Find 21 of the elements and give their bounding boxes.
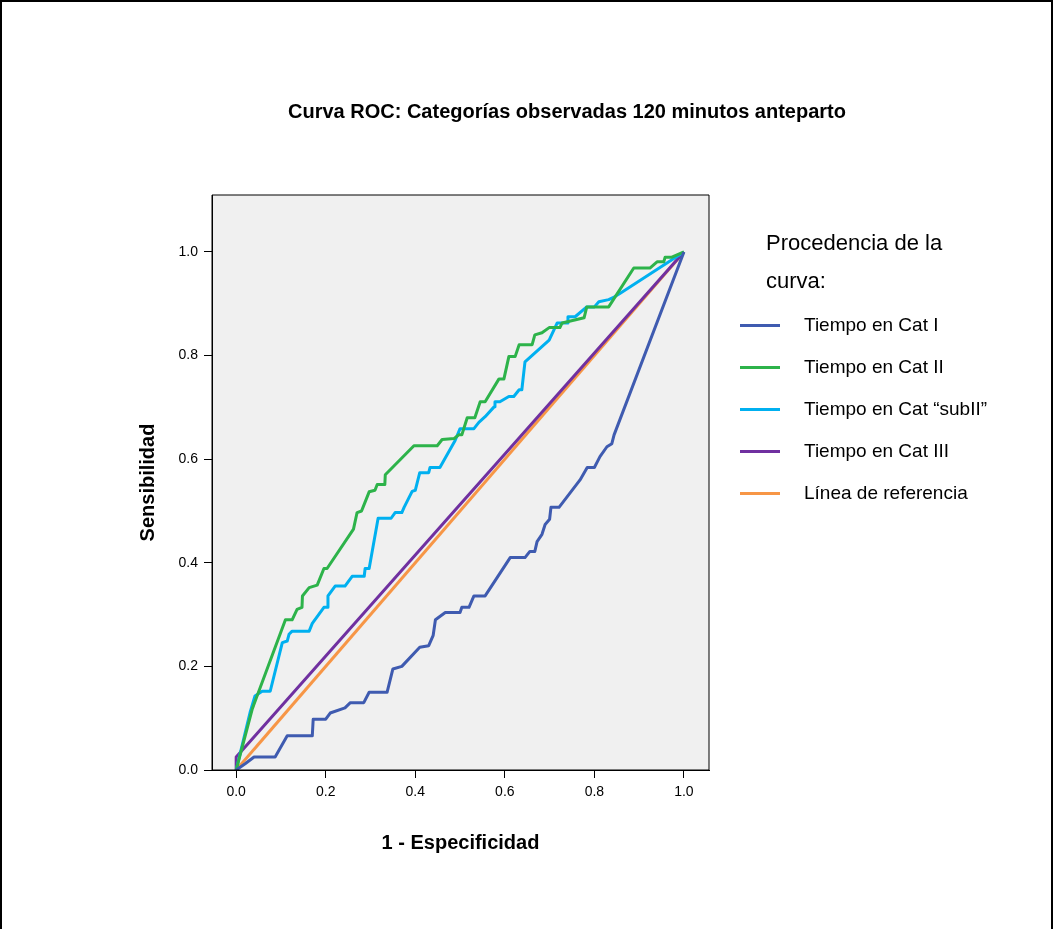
x-tick-label: 0.2	[315, 783, 336, 800]
legend-label: Tiempo en Cat “subII”	[804, 398, 988, 420]
y-tick-label: 0.8	[178, 346, 199, 363]
x-tick-label: 0.0	[226, 783, 247, 800]
legend-label: Tiempo en Cat I	[804, 314, 939, 336]
y-tick-label: 0.0	[178, 760, 199, 777]
y-tick-label: 0.4	[178, 553, 199, 570]
chart-title: Curva ROC: Categorías observadas 120 minutos anteparto	[287, 100, 847, 123]
legend-label: Tiempo en Cat III	[804, 440, 950, 462]
x-tick-label: 0.8	[584, 783, 605, 800]
y-tick-label: 1.0	[178, 242, 199, 259]
y-tick-label: 0.6	[178, 450, 199, 467]
x-tick-label: 0.6	[495, 783, 515, 800]
y-tick-label: 0.2	[178, 657, 199, 674]
x-tick-label: 1.0	[674, 783, 694, 800]
legend-label: Línea de referencia	[804, 482, 968, 504]
legend-label: Tiempo en Cat II	[804, 356, 944, 378]
y-axis-title: Sensibilidad	[135, 423, 158, 542]
x-tick-label: 0.4	[405, 783, 426, 800]
x-axis-title: 1 - Especificidad	[381, 830, 540, 853]
legend-title: Procedencia de la curva:	[766, 229, 944, 295]
